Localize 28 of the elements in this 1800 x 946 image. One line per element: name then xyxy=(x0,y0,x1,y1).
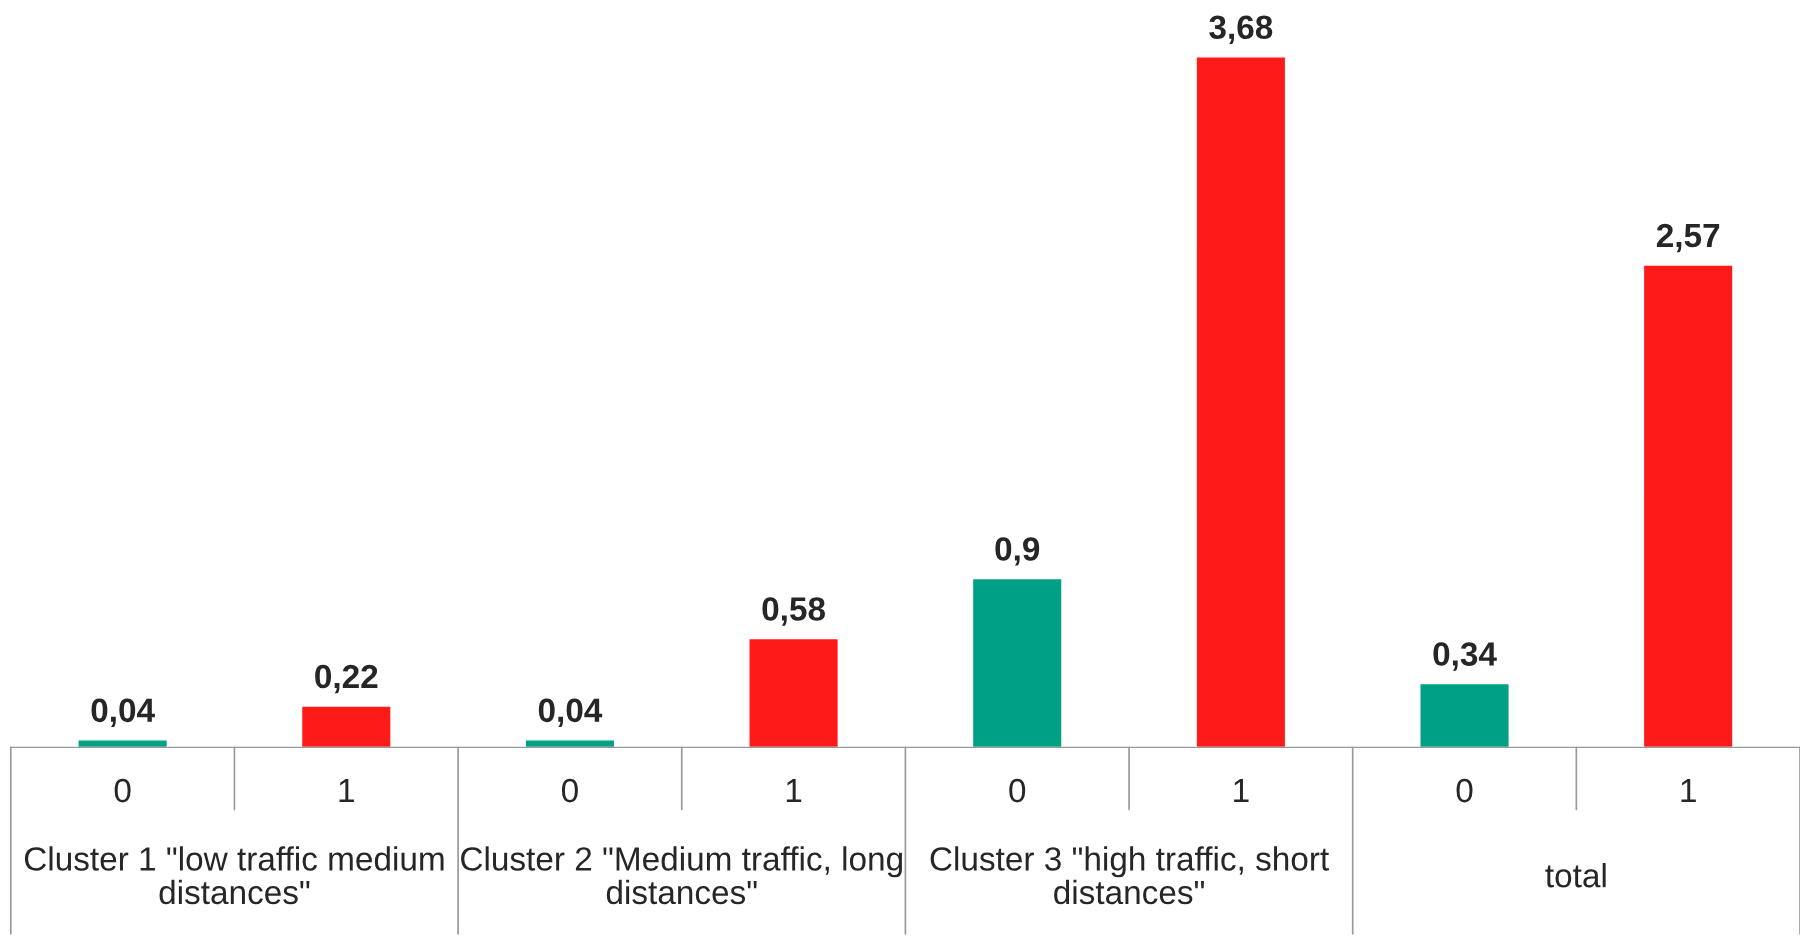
x-tick-label: 0 xyxy=(114,778,131,803)
text: Cluster 2 "Medium traffic, long distances" xyxy=(461,846,902,905)
x-tick-label: 1 xyxy=(786,779,802,803)
x-tick-label: 0 xyxy=(1456,778,1473,803)
bar xyxy=(971,577,1063,748)
x-tick-label: 0 xyxy=(561,778,578,803)
bar xyxy=(748,637,840,748)
x-tick-label: 1 xyxy=(1681,779,1696,803)
text: Cluster 3 "high traffic, short distances" xyxy=(930,846,1329,905)
data-label: 0,34 xyxy=(1433,642,1497,671)
bar xyxy=(77,739,169,748)
data-label: 0,22 xyxy=(315,664,378,694)
bar xyxy=(1419,682,1510,748)
x-tick-label: 1 xyxy=(1234,779,1249,803)
data-label: 0,58 xyxy=(762,597,825,626)
data-label: 0,9 xyxy=(995,537,1040,566)
x-tick-label: 1 xyxy=(339,779,354,803)
text: Cluster 1 "low traffic medium distances" xyxy=(24,846,444,905)
bar xyxy=(300,705,392,748)
bar xyxy=(524,739,616,748)
bar xyxy=(1195,56,1287,748)
bar xyxy=(1642,264,1734,748)
x-tick-label: 0 xyxy=(1009,778,1026,803)
data-label: 0,04 xyxy=(538,698,603,727)
data-label: 0,04 xyxy=(91,698,155,727)
data-label: 2,57 xyxy=(1656,223,1720,253)
data-label: 3,68 xyxy=(1209,15,1273,44)
text: total xyxy=(1545,863,1606,888)
